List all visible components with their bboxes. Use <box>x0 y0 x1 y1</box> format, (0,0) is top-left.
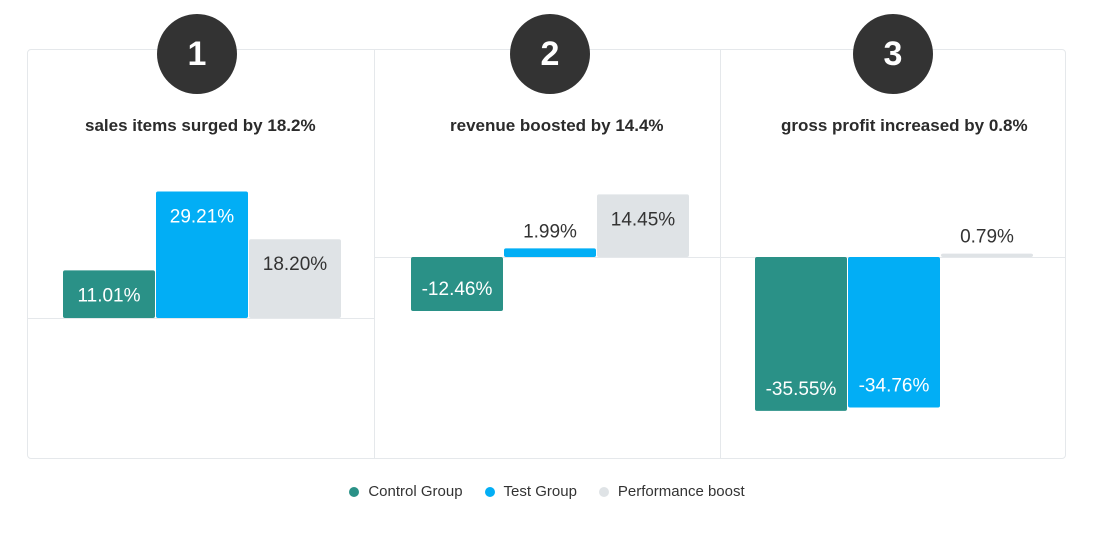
bar-label-test-group-panel-3: -34.76% <box>859 376 930 397</box>
bar-performance-boost-panel-2 <box>597 194 689 257</box>
bar-label-test-group-panel-1: 29.21% <box>170 207 235 228</box>
bar-label-performance-boost-panel-1: 18.20% <box>263 254 328 275</box>
panel-title-revenue: revenue boosted by 14.4% <box>450 116 664 135</box>
step-badge-2: 2 <box>510 14 590 94</box>
legend-label-performance-boost: Performance boost <box>617 483 745 500</box>
bar-performance-boost-panel-1 <box>249 239 341 318</box>
step-badge-3: 3 <box>853 14 933 94</box>
legend-swatch-performance-boost <box>598 486 609 497</box>
bar-label-control-group-panel-1: 11.01% <box>77 285 140 306</box>
legend-label-control-group: Control Group <box>368 483 463 500</box>
legend-swatch-test-group <box>484 486 495 497</box>
bar-label-performance-boost-panel-2: 14.45% <box>611 209 676 230</box>
legend-item-test-group: Test Group <box>484 483 577 500</box>
bar-label-test-group-panel-2: 1.99% <box>523 221 577 242</box>
bar-test-group-panel-2 <box>504 248 596 257</box>
panel-title-sales-items: sales items surged by 18.2% <box>85 116 316 135</box>
bar-control-group-panel-3 <box>755 257 847 411</box>
bar-label-performance-boost-panel-3: 0.79% <box>960 227 1014 248</box>
legend-swatch-control-group <box>349 486 360 497</box>
bar-label-control-group-panel-2: -12.46% <box>422 279 493 300</box>
legend-item-performance-boost: Performance boost <box>598 483 745 500</box>
bar-performance-boost-panel-3 <box>941 253 1033 257</box>
panel-gross-profit <box>720 49 1066 459</box>
panel-revenue <box>374 49 720 459</box>
step-badge-1: 1 <box>157 14 237 94</box>
legend-label-test-group: Test Group <box>503 483 577 500</box>
legend: Control Group Test Group Performance boo… <box>0 483 1094 500</box>
bar-control-group-panel-2 <box>411 257 503 311</box>
bar-control-group-panel-1 <box>63 270 155 318</box>
panel-title-gross-profit: gross profit increased by 0.8% <box>781 116 1028 135</box>
bar-test-group-panel-1 <box>156 191 248 318</box>
bar-test-group-panel-3 <box>848 257 940 408</box>
legend-item-control-group: Control Group <box>349 483 463 500</box>
bar-label-control-group-panel-3: -35.55% <box>766 379 837 400</box>
